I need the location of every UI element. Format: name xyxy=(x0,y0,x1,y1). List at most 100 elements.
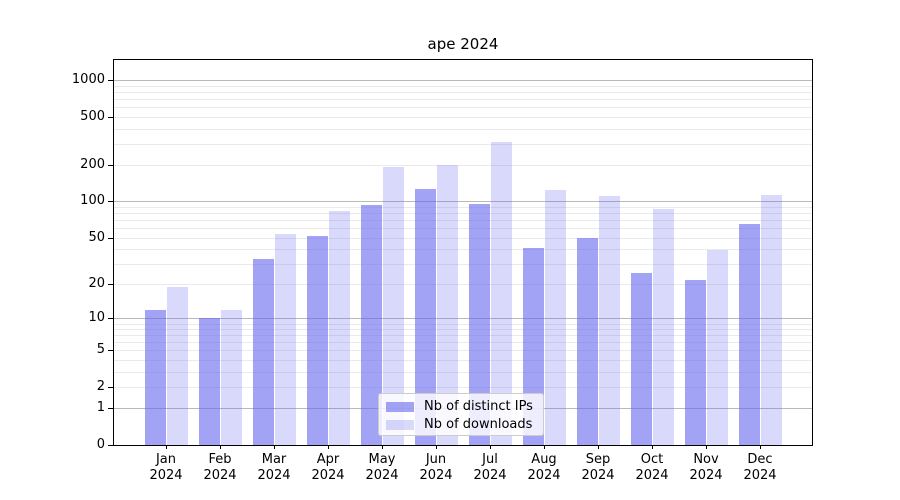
bar-downloads-aug xyxy=(544,190,566,445)
y-tick-label: 200 xyxy=(80,157,105,173)
bar-downloads-sep xyxy=(598,195,620,445)
y-tick-label: 500 xyxy=(80,108,105,124)
y-gridline-minor xyxy=(114,335,812,337)
y-tick-label: 1 xyxy=(96,400,105,416)
bar-ips-apr xyxy=(306,235,328,445)
y-tick-mark xyxy=(108,237,113,239)
x-tick-mark xyxy=(544,445,545,449)
bar-downloads-feb xyxy=(220,309,242,445)
bar-ips-dec xyxy=(738,223,760,445)
y-tick-label: 1000 xyxy=(71,72,105,88)
legend-item-downloads: Nb of downloads xyxy=(386,418,535,431)
y-gridline-minor xyxy=(114,342,812,344)
y-gridline-minor xyxy=(114,99,812,101)
bar-ips-jun xyxy=(414,188,436,445)
legend-swatch-downloads xyxy=(386,419,414,430)
y-tick-label: 20 xyxy=(88,276,105,292)
y-gridline-minor xyxy=(114,107,812,109)
legend-swatch-distinct-ips xyxy=(386,401,414,412)
y-tick-mark xyxy=(108,165,113,167)
bar-downloads-jan xyxy=(166,286,188,445)
y-tick-mark xyxy=(108,116,113,118)
bar-downloads-apr xyxy=(328,210,350,445)
bar-ips-may xyxy=(360,204,382,445)
x-tick-month: Sep xyxy=(585,452,611,467)
x-tick-month: Dec xyxy=(747,452,773,467)
x-tick-mark xyxy=(760,445,761,449)
x-tick-label: Apr 2024 xyxy=(298,452,358,484)
x-tick-mark xyxy=(652,445,653,449)
x-tick-mark xyxy=(490,445,491,449)
y-gridline-minor xyxy=(114,360,812,362)
x-tick-label: Jan 2024 xyxy=(136,452,196,484)
x-tick-year: 2024 xyxy=(419,468,453,483)
legend: Nb of distinct IPs Nb of downloads xyxy=(378,393,544,436)
x-tick-month: May xyxy=(368,452,396,467)
x-tick-year: 2024 xyxy=(203,468,237,483)
x-tick-mark xyxy=(274,445,275,449)
x-tick-mark xyxy=(436,445,437,449)
x-tick-month: Jan xyxy=(155,452,177,467)
legend-label-distinct-ips: Nb of distinct IPs xyxy=(424,399,533,414)
x-tick-year: 2024 xyxy=(581,468,615,483)
x-tick-month: Jun xyxy=(425,452,447,467)
x-tick-year: 2024 xyxy=(527,468,561,483)
legend-item-distinct-ips: Nb of distinct IPs xyxy=(386,400,535,413)
x-tick-year: 2024 xyxy=(473,468,507,483)
x-tick-label: Jun 2024 xyxy=(406,452,466,484)
y-gridline-minor xyxy=(114,165,812,167)
y-gridline-minor xyxy=(114,92,812,94)
y-tick-mark xyxy=(108,201,113,203)
x-tick-month: Mar xyxy=(261,452,287,467)
y-gridline-major xyxy=(114,318,812,320)
x-tick-year: 2024 xyxy=(689,468,723,483)
y-gridline-minor xyxy=(114,116,812,118)
y-gridline-minor xyxy=(114,237,812,239)
y-tick-label: 0 xyxy=(96,437,105,452)
y-tick-mark xyxy=(108,284,113,286)
x-tick-year: 2024 xyxy=(743,468,777,483)
bar-ips-jan xyxy=(144,309,166,445)
x-tick-label: Aug 2024 xyxy=(514,452,574,484)
y-tick-label: 100 xyxy=(80,193,105,209)
bar-downloads-jun xyxy=(436,165,458,445)
bar-ips-oct xyxy=(630,273,652,445)
x-tick-label: Feb 2024 xyxy=(190,452,250,484)
y-gridline-minor xyxy=(114,284,812,286)
bar-downloads-oct xyxy=(652,208,674,445)
x-tick-mark xyxy=(328,445,329,449)
y-gridline-minor xyxy=(114,213,812,215)
chart-title: ape 2024 xyxy=(427,35,499,53)
bar-downloads-jul xyxy=(490,142,512,445)
x-tick-label: Oct 2024 xyxy=(622,452,682,484)
x-tick-label: May 2024 xyxy=(352,452,412,484)
bar-ips-jul xyxy=(468,204,490,445)
bar-downloads-nov xyxy=(706,250,728,445)
bar-ips-sep xyxy=(576,237,598,445)
bar-downloads-dec xyxy=(760,194,782,445)
plot-area: Nb of distinct IPs Nb of downloads xyxy=(113,59,813,446)
bar-downloads-may xyxy=(382,167,404,445)
y-gridline-minor xyxy=(114,249,812,250)
y-gridline-minor xyxy=(114,387,812,388)
y-tick-label: 10 xyxy=(88,310,105,326)
bar-ips-feb xyxy=(198,318,220,445)
y-tick-mark xyxy=(108,408,113,410)
y-gridline-minor xyxy=(114,329,812,330)
x-tick-mark xyxy=(382,445,383,449)
x-tick-month: Oct xyxy=(640,452,664,467)
y-gridline-minor xyxy=(114,263,812,265)
x-tick-mark xyxy=(220,445,221,449)
y-tick-label: 2 xyxy=(96,379,105,394)
x-tick-label: Jul 2024 xyxy=(460,452,520,484)
x-tick-label: Mar 2024 xyxy=(244,452,304,484)
y-tick-mark xyxy=(108,80,113,82)
x-tick-mark xyxy=(598,445,599,449)
legend-label-downloads: Nb of downloads xyxy=(424,417,533,432)
x-tick-year: 2024 xyxy=(149,468,183,483)
x-tick-month: Feb xyxy=(208,452,232,467)
bar-downloads-mar xyxy=(274,233,296,445)
x-tick-year: 2024 xyxy=(311,468,345,483)
x-tick-month: Aug xyxy=(531,452,557,467)
x-tick-year: 2024 xyxy=(257,468,291,483)
